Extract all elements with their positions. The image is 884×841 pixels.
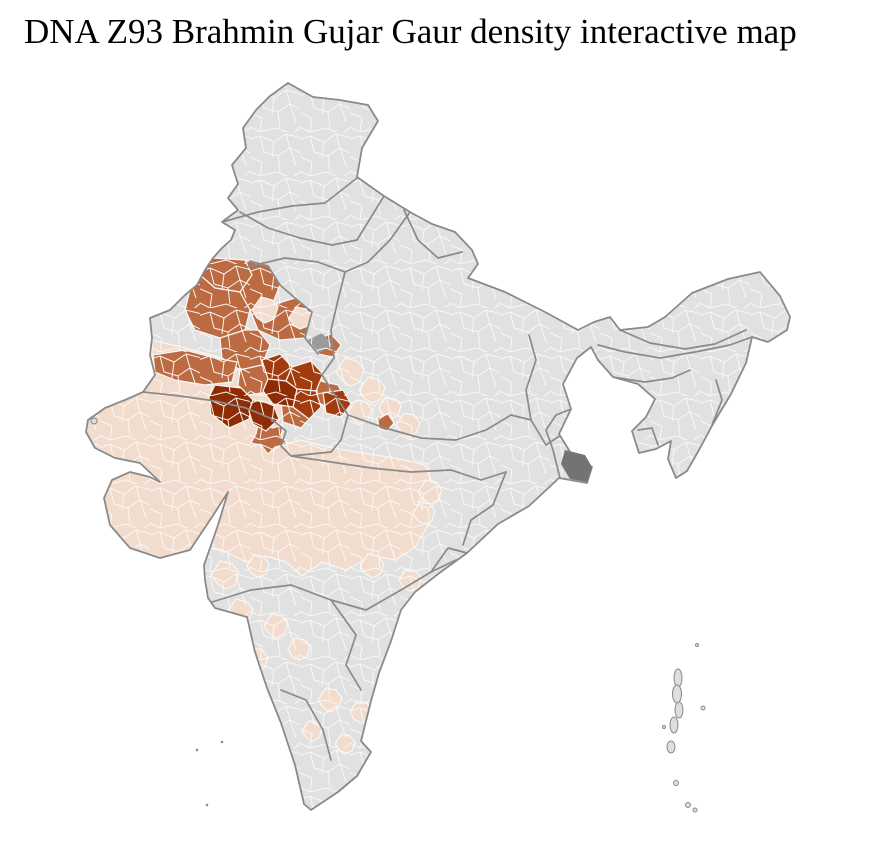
district[interactable] xyxy=(477,553,501,577)
island[interactable] xyxy=(662,725,666,729)
kutch-islet[interactable] xyxy=(90,417,98,425)
island[interactable] xyxy=(685,802,691,808)
state-border xyxy=(211,559,457,611)
island[interactable] xyxy=(700,705,706,711)
state-border xyxy=(525,334,537,421)
state-border xyxy=(430,547,468,573)
state-border xyxy=(330,599,362,691)
district[interactable] xyxy=(381,691,407,717)
lakshadweep-islands[interactable] xyxy=(195,740,224,807)
island[interactable] xyxy=(669,716,679,734)
island[interactable] xyxy=(195,748,199,752)
state-border xyxy=(619,329,747,350)
sundarbans-dense-patch xyxy=(561,450,592,482)
island[interactable] xyxy=(673,668,683,688)
island[interactable] xyxy=(695,643,699,647)
state-border xyxy=(597,336,753,359)
state-border xyxy=(530,419,562,446)
andaman-nicobar-islands[interactable] xyxy=(662,643,706,813)
island[interactable] xyxy=(205,803,209,807)
island[interactable] xyxy=(220,740,224,744)
state-border xyxy=(280,689,332,761)
island[interactable] xyxy=(666,740,676,754)
district[interactable] xyxy=(444,574,468,598)
state-borders xyxy=(142,177,753,761)
state-border xyxy=(290,455,507,481)
state-border xyxy=(249,260,319,355)
state-border xyxy=(711,379,723,426)
island[interactable] xyxy=(672,684,682,704)
state-border xyxy=(142,391,332,457)
island[interactable] xyxy=(692,807,698,813)
state-border xyxy=(239,195,385,246)
state-border xyxy=(403,209,463,259)
state-border xyxy=(347,414,532,441)
state-border xyxy=(637,427,659,446)
island[interactable] xyxy=(674,701,684,719)
district[interactable] xyxy=(200,629,224,653)
page-title: DNA Z93 Brahmin Gujar Gaur density inter… xyxy=(24,12,797,51)
island[interactable] xyxy=(673,780,679,786)
state-border xyxy=(611,369,691,383)
district[interactable] xyxy=(419,598,445,624)
state-border xyxy=(321,271,346,376)
state-border xyxy=(462,471,507,546)
district-boundaries-texture xyxy=(86,83,790,810)
state-border xyxy=(545,408,572,479)
